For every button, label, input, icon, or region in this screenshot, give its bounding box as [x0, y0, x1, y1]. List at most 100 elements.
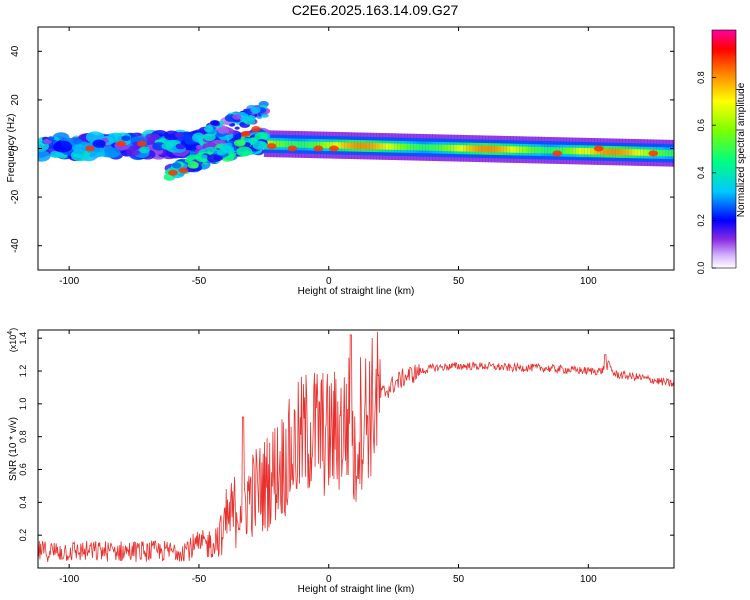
spectrogram-cell: [637, 149, 642, 156]
spectrogram-y-tick-label: -40: [10, 238, 21, 253]
spectrogram-cell: [273, 140, 278, 148]
colorbar-tick-label: 0.2: [696, 214, 706, 227]
spectrogram-cell: [435, 144, 440, 151]
snr-x-label: Height of straight line (km): [298, 584, 415, 595]
spectrogram-cell: [609, 148, 614, 155]
spectrogram-cell: [472, 145, 477, 152]
spectrogram-x-tick-label: 0: [326, 276, 332, 287]
snr-y-tick-label: 0.8: [18, 430, 28, 443]
spectrogram-cell: [544, 147, 549, 154]
spectrogram-cell: [291, 141, 296, 148]
spectrogram-cell: [354, 142, 359, 149]
spectrogram-cell: [282, 140, 287, 148]
spectrogram-hotspot: [116, 140, 126, 147]
spectrogram-cell: [566, 147, 571, 154]
spectrogram-cell: [341, 142, 346, 149]
spectrogram-y-axis: -40 -20 0 20 40: [10, 45, 674, 253]
spectrogram-blob: [233, 139, 246, 147]
spectrogram-y-label: Frequency (Hz): [6, 114, 17, 183]
spectrogram-cell: [513, 146, 518, 153]
spectrogram-cell: [522, 146, 527, 153]
spectrogram-blob: [260, 114, 267, 118]
spectrogram-cell: [363, 142, 368, 150]
spectrogram-cell: [525, 146, 530, 154]
spectrogram-cell: [413, 144, 418, 151]
spectrogram-blob: [254, 132, 269, 141]
spectrogram-blob: [161, 143, 172, 150]
spectrogram-x-tick-label: -50: [192, 276, 207, 287]
snr-y-label: SNR (10 * v/v): [8, 417, 19, 481]
spectrogram-blob: [175, 143, 186, 150]
spectrogram-cell: [519, 146, 524, 153]
colorbar-label: Normalized spectral amplitude: [736, 82, 747, 217]
spectrogram-cell: [332, 142, 337, 149]
spectrogram-cell: [351, 142, 356, 149]
spectrogram-cell: [379, 143, 384, 150]
spectrogram-cell: [634, 149, 639, 156]
spectrogram-cell: [425, 144, 430, 151]
spectrogram-cell: [288, 141, 293, 148]
spectrogram-cell: [500, 146, 505, 153]
spectrogram-cell: [584, 148, 589, 155]
spectrogram-blob: [92, 139, 106, 148]
spectrogram-cell: [550, 147, 555, 154]
spectrogram-blob: [47, 136, 55, 141]
spectrogram-cell: [304, 141, 309, 148]
spectrogram-cell: [503, 146, 508, 153]
spectrogram-cell: [659, 149, 664, 157]
spectrogram-cell: [481, 145, 486, 152]
spectrogram-blob: [38, 150, 51, 162]
spectrogram-x-tick-label: 100: [580, 276, 597, 287]
spectrogram-cell: [622, 148, 627, 156]
spectrogram-cell: [432, 144, 437, 151]
snr-panel: -100 -50 0 50 100 0.2 0.4 0.6 0.8 1.0 1.2 1.4 Heig…: [7, 328, 675, 595]
spectrogram-cell: [615, 148, 620, 156]
spectrogram-cell: [662, 149, 667, 157]
spectrogram-cell: [410, 143, 415, 151]
spectrogram-cell: [450, 144, 455, 152]
spectrogram-y-tick-label: 40: [10, 45, 21, 57]
snr-y-tick-label: 1.4: [18, 332, 28, 345]
spectrogram-cell: [438, 144, 443, 151]
spectrogram-blob: [163, 130, 180, 141]
spectrogram-y-tick-label: 20: [10, 94, 21, 106]
spectrogram-cell: [360, 142, 365, 150]
spectrogram-cell: [385, 143, 390, 150]
spectrogram-cell: [559, 147, 564, 154]
spectrogram-cell: [357, 142, 362, 150]
spectrogram-cell: [590, 148, 595, 155]
spectrogram-cell: [643, 149, 648, 156]
spectrogram-cell: [388, 143, 393, 150]
snr-x-axis: -100 -50 0 50 100: [59, 330, 597, 585]
snr-y-tick-label: 0.4: [18, 496, 28, 509]
spectrogram-blob: [250, 106, 261, 114]
spectrogram-blob: [171, 162, 182, 169]
spectrogram-cell: [600, 148, 605, 155]
spectrogram-cell: [491, 145, 496, 153]
spectrogram-blob: [210, 120, 219, 126]
spectrogram-blob: [257, 115, 263, 119]
spectrogram-cell: [553, 147, 558, 154]
spectrogram-blob: [174, 132, 184, 139]
spectrogram-hotspot: [137, 140, 147, 147]
spectrogram-hotspot: [648, 150, 659, 157]
spectrogram-cell: [581, 148, 586, 155]
spectrogram-cell: [335, 142, 340, 149]
spectrogram-cell: [428, 144, 433, 151]
snr-x-tick-label: 0: [326, 574, 332, 585]
spectrogram-cell: [307, 141, 312, 148]
spectrogram-cell: [587, 148, 592, 155]
spectrogram-x-tick-label: -100: [59, 276, 79, 287]
snr-y-tick-label: 1.0: [18, 398, 28, 411]
spectrogram-cell: [400, 143, 405, 151]
spectrogram-cell: [531, 146, 536, 154]
spectrogram-cell: [497, 146, 502, 153]
spectrogram-blob: [246, 114, 256, 121]
spectrogram-blob: [203, 126, 214, 133]
spectrogram-cell: [569, 147, 574, 155]
spectrogram-cell: [301, 141, 306, 148]
spectrogram-cell: [294, 141, 299, 148]
spectrogram-cell: [463, 145, 468, 152]
spectrogram-hotspot: [178, 167, 189, 174]
snr-x-tick-label: -100: [59, 574, 79, 585]
